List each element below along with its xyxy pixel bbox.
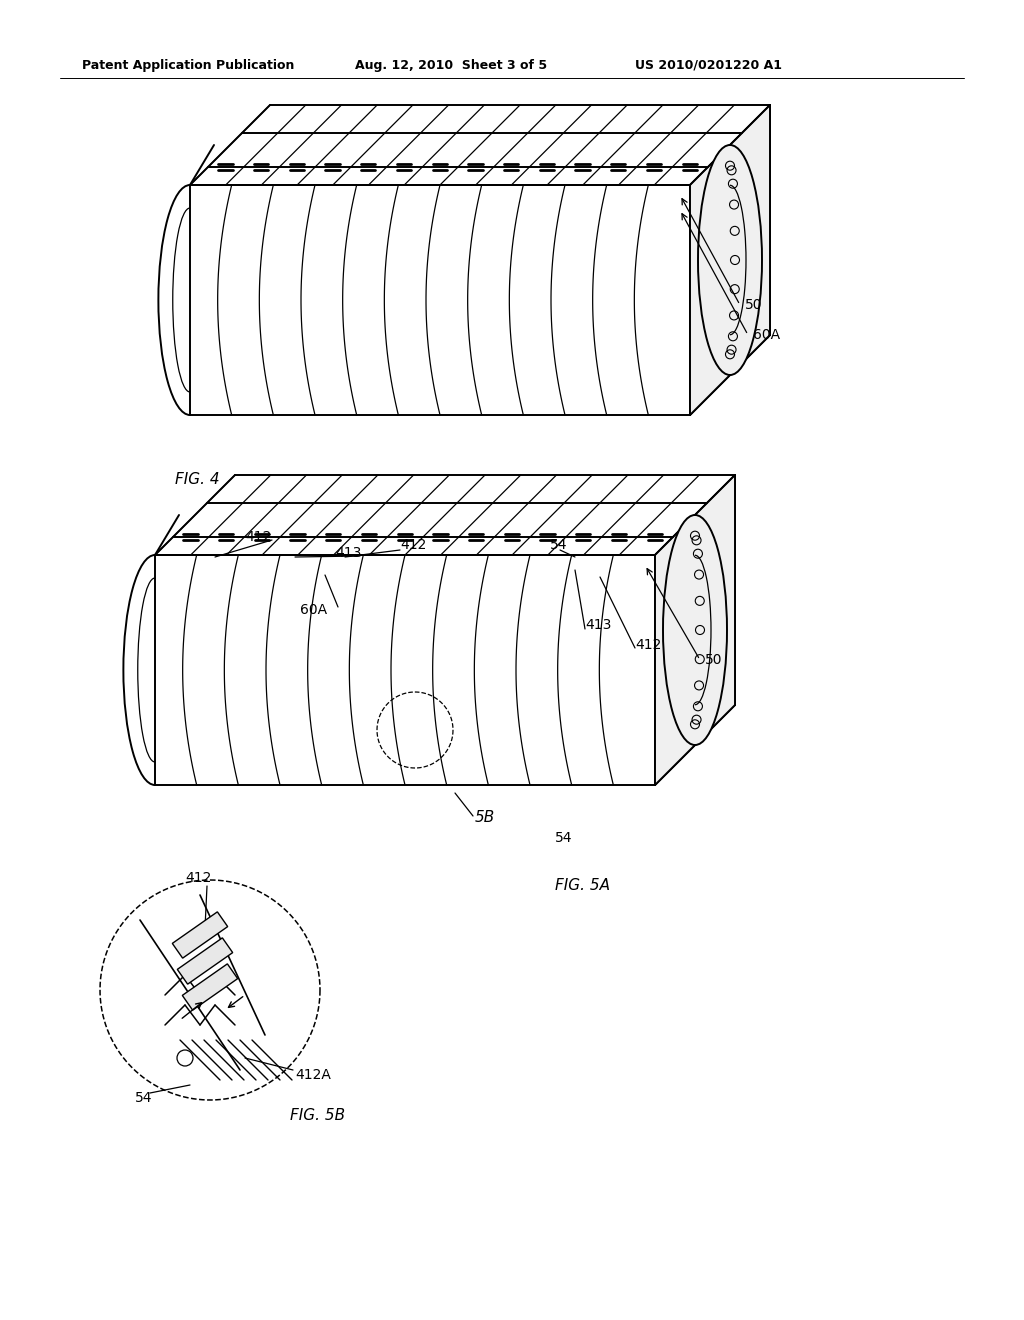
Polygon shape [655,475,735,785]
Text: 50: 50 [705,653,723,667]
Text: US 2010/0201220 A1: US 2010/0201220 A1 [635,58,782,71]
Text: 412: 412 [400,539,426,552]
Polygon shape [690,106,770,414]
Text: 412A: 412A [295,1068,331,1082]
Text: 60A: 60A [300,603,327,616]
Text: Aug. 12, 2010  Sheet 3 of 5: Aug. 12, 2010 Sheet 3 of 5 [355,58,547,71]
Text: 54: 54 [135,1092,153,1105]
Text: 54: 54 [555,832,572,845]
Polygon shape [172,912,227,958]
Text: FIG. 4: FIG. 4 [175,473,219,487]
Text: FIG. 5B: FIG. 5B [290,1107,345,1122]
Text: 413: 413 [585,618,611,632]
Polygon shape [177,937,232,985]
Text: 60A: 60A [753,327,780,342]
Text: 5B: 5B [475,810,496,825]
Ellipse shape [663,515,727,744]
Text: 54: 54 [550,539,567,552]
Ellipse shape [698,145,762,375]
Text: 413: 413 [335,546,361,560]
Polygon shape [182,964,238,1010]
Text: 412: 412 [635,638,662,652]
Text: FIG. 5A: FIG. 5A [555,878,610,892]
Text: Patent Application Publication: Patent Application Publication [82,58,294,71]
Text: 412: 412 [245,531,271,544]
Text: 50: 50 [745,298,763,312]
Text: 412: 412 [185,871,211,884]
